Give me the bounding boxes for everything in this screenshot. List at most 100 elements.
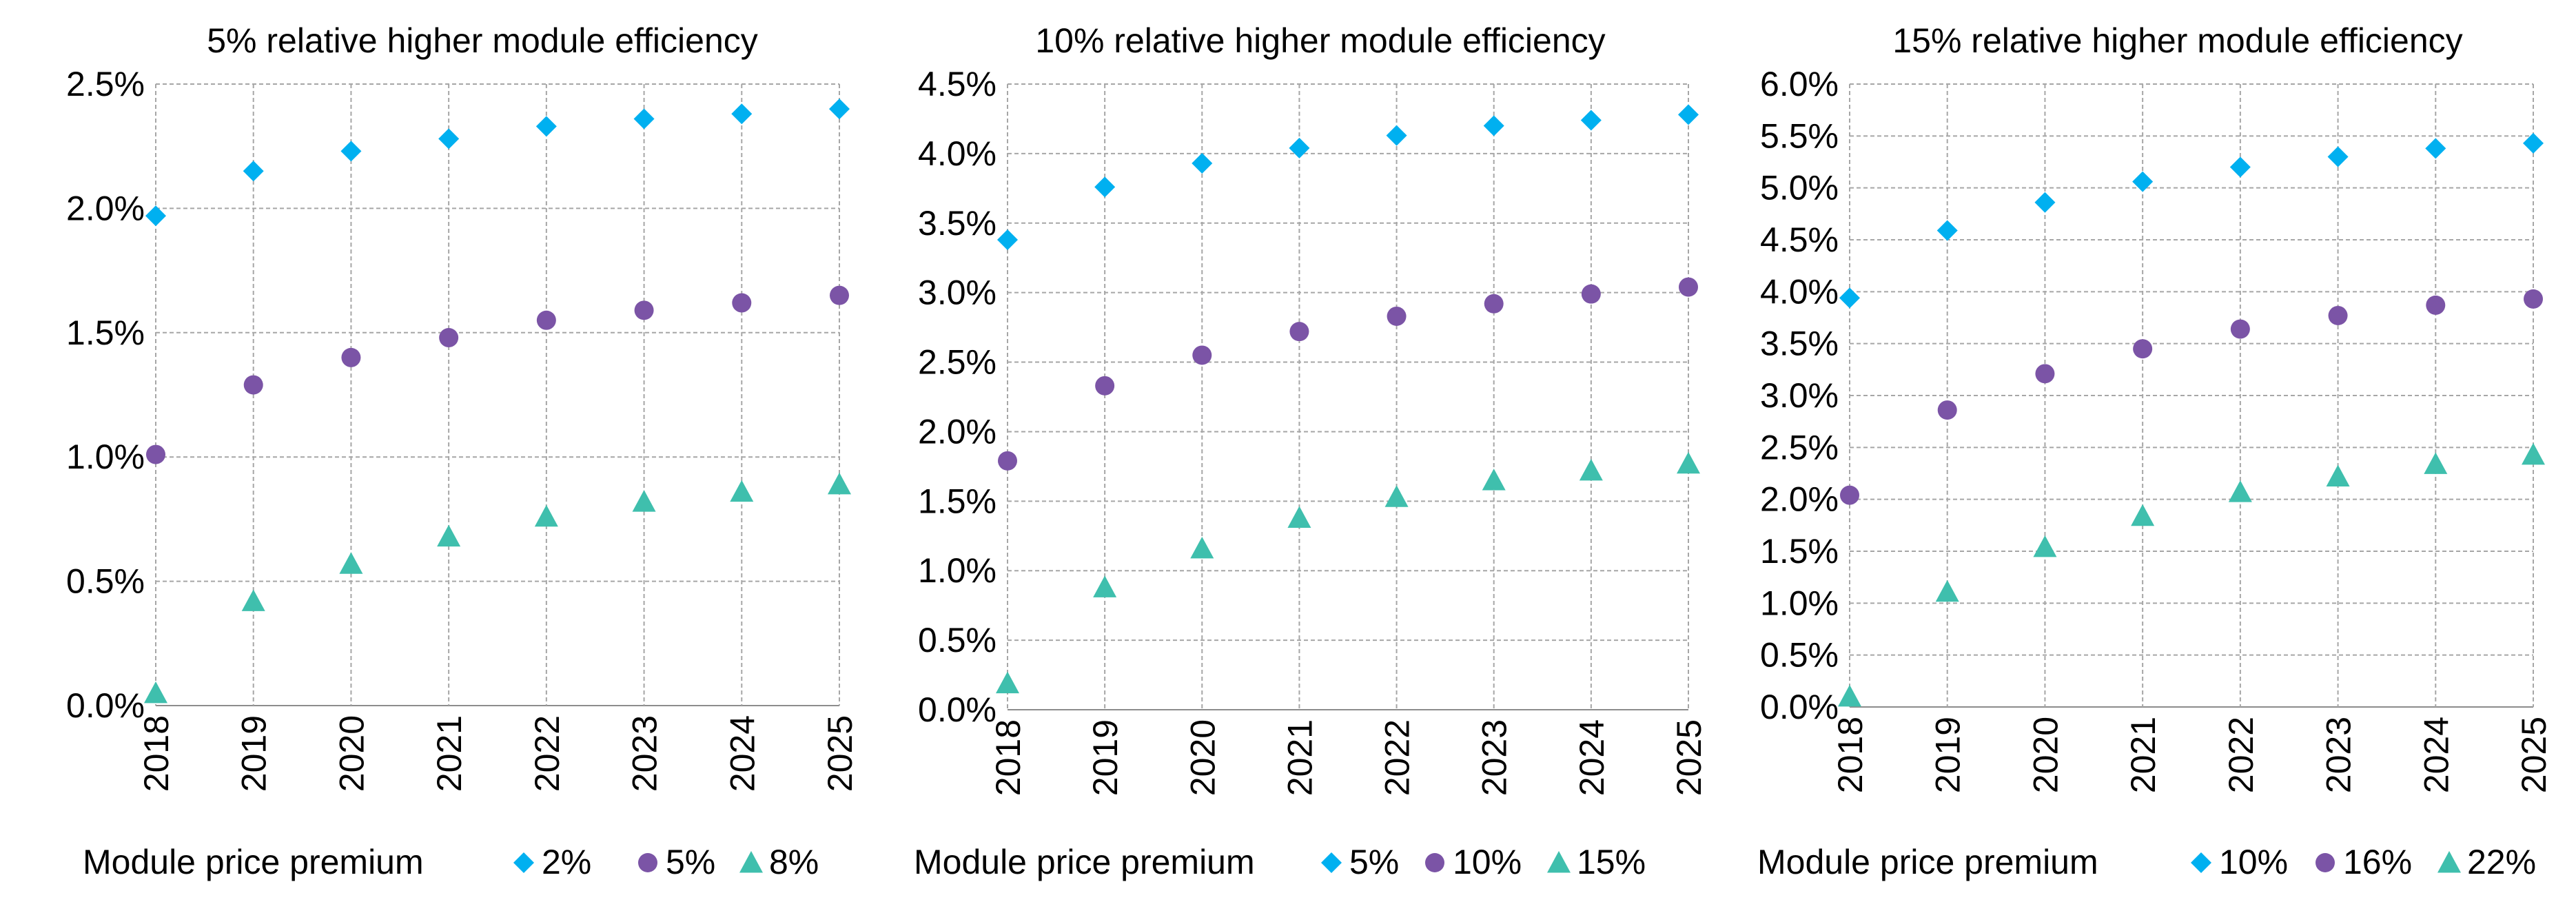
data-point-diamond (633, 108, 655, 130)
data-point-diamond (243, 161, 264, 182)
y-tick-label: 4.0% (918, 134, 996, 173)
data-point-triangle (437, 524, 461, 547)
legend-marker-circle (1425, 853, 1444, 872)
legend-label: 16% (2343, 843, 2412, 881)
data-point-triangle (1935, 579, 1959, 602)
x-tick-label: 2025 (821, 715, 859, 792)
y-tick-label: 5.0% (1760, 169, 1839, 207)
data-point-triangle (2424, 452, 2448, 474)
x-tick-label: 2022 (1378, 719, 1417, 796)
data-point-diamond (1483, 115, 1504, 136)
x-tick-label: 2025 (2515, 717, 2553, 793)
data-point-triangle (1677, 451, 1700, 474)
legend-marker-diamond (2191, 852, 2211, 873)
x-tick-label: 2023 (626, 715, 664, 792)
y-tick-label: 0.5% (1760, 636, 1839, 675)
data-point-circle (1840, 485, 1859, 505)
x-tick-label: 2019 (1929, 717, 1967, 793)
data-point-diamond (2034, 192, 2056, 213)
data-point-circle (998, 451, 1017, 471)
y-tick-label: 4.5% (918, 65, 996, 103)
data-point-diamond (535, 116, 557, 137)
y-tick-label: 2.5% (66, 65, 145, 103)
y-tick-label: 2.5% (1760, 428, 1839, 466)
data-point-triangle (1838, 684, 1861, 707)
data-point-diamond (1289, 137, 1310, 158)
data-point-circle (1192, 345, 1212, 365)
y-tick-label: 0.0% (66, 686, 145, 725)
data-point-diamond (1192, 153, 1213, 174)
x-tick-label: 2020 (1183, 719, 1222, 796)
data-point-circle (1679, 277, 1698, 297)
legend-label: 15% (1577, 843, 1646, 881)
x-tick-label: 2020 (2026, 717, 2065, 793)
legend-marker-diamond (513, 852, 534, 873)
x-tick-label: 2024 (723, 715, 761, 792)
data-point-circle (439, 328, 459, 348)
legend-label: 22% (2467, 843, 2536, 881)
data-point-diamond (340, 141, 362, 162)
data-point-diamond (145, 205, 166, 227)
x-tick-label: 2021 (1280, 719, 1319, 796)
data-point-triangle (2326, 464, 2350, 486)
data-point-diamond (1839, 287, 1860, 309)
data-point-diamond (997, 229, 1018, 250)
legend-marker-circle (638, 853, 657, 872)
legend-marker-diamond (1321, 852, 1342, 873)
data-point-circle (2524, 289, 2543, 309)
y-tick-label: 4.0% (1760, 272, 1839, 311)
data-point-triangle (2033, 535, 2057, 557)
data-point-circle (1581, 284, 1601, 304)
legend-label: 10% (1453, 843, 1522, 881)
data-point-diamond (2132, 171, 2154, 192)
y-tick-label: 3.0% (918, 274, 996, 312)
data-point-triangle (241, 589, 265, 611)
data-point-circle (1095, 376, 1115, 396)
legend-title: Module price premium (1757, 843, 2098, 881)
y-tick-label: 1.5% (918, 482, 996, 520)
data-point-triangle (2522, 442, 2545, 465)
y-tick-label: 4.5% (1760, 220, 1839, 259)
x-tick-label: 2024 (1573, 719, 1611, 796)
data-point-circle (2230, 319, 2250, 339)
data-point-diamond (1936, 220, 1958, 241)
data-point-triangle (339, 552, 363, 574)
data-point-triangle (1093, 575, 1117, 597)
data-point-circle (2133, 339, 2153, 359)
y-tick-label: 6.0% (1760, 65, 1839, 103)
data-point-circle (341, 347, 361, 367)
data-point-circle (1387, 306, 1407, 326)
data-point-triangle (144, 681, 167, 704)
y-tick-label: 1.5% (1760, 532, 1839, 571)
data-point-circle (634, 300, 654, 320)
x-tick-label: 2020 (332, 715, 371, 792)
y-tick-label: 0.5% (918, 621, 996, 659)
data-point-circle (1484, 294, 1504, 314)
chart-panel-10pct: 10% relative higher module efficiency 0.0… (859, 0, 1717, 913)
data-point-circle (732, 293, 752, 313)
legend-label: 5% (1349, 843, 1399, 881)
chart-panel-15pct: 15% relative higher module efficiency 0.0… (1717, 0, 2576, 913)
y-tick-label: 5.5% (1760, 116, 1839, 155)
x-tick-label: 2018 (989, 719, 1028, 796)
x-tick-label: 2019 (1086, 719, 1125, 796)
x-tick-label: 2018 (137, 715, 176, 792)
y-tick-label: 0.0% (918, 690, 996, 729)
legend-title: Module price premium (83, 843, 424, 881)
data-point-diamond (438, 128, 460, 150)
x-tick-label: 2023 (1475, 719, 1514, 796)
y-tick-label: 2.0% (1760, 480, 1839, 519)
x-tick-label: 2021 (2124, 717, 2163, 793)
x-tick-label: 2024 (2417, 717, 2455, 793)
data-point-diamond (2425, 138, 2446, 159)
x-tick-label: 2023 (2320, 717, 2358, 793)
y-tick-label: 1.5% (66, 314, 145, 352)
data-point-diamond (731, 103, 753, 125)
data-point-diamond (1386, 125, 1407, 146)
data-point-triangle (632, 490, 656, 512)
y-tick-label: 3.5% (918, 204, 996, 243)
data-point-circle (830, 285, 849, 305)
x-tick-label: 2021 (430, 715, 469, 792)
legend-marker-circle (2316, 853, 2335, 872)
data-point-diamond (2523, 132, 2544, 154)
